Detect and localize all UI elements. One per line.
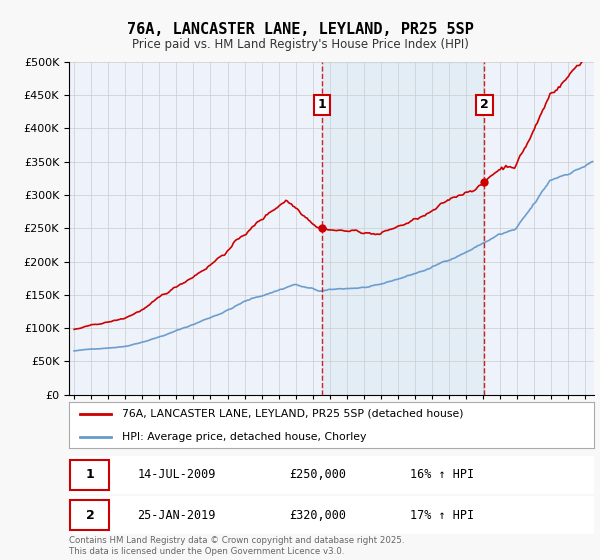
Text: 76A, LANCASTER LANE, LEYLAND, PR25 5SP: 76A, LANCASTER LANE, LEYLAND, PR25 5SP — [127, 22, 473, 38]
Text: Contains HM Land Registry data © Crown copyright and database right 2025.
This d: Contains HM Land Registry data © Crown c… — [69, 536, 404, 556]
Text: 76A, LANCASTER LANE, LEYLAND, PR25 5SP (detached house): 76A, LANCASTER LANE, LEYLAND, PR25 5SP (… — [121, 409, 463, 418]
Text: 1: 1 — [317, 99, 326, 111]
Text: £250,000: £250,000 — [290, 468, 347, 482]
Text: Price paid vs. HM Land Registry's House Price Index (HPI): Price paid vs. HM Land Registry's House … — [131, 38, 469, 50]
FancyBboxPatch shape — [70, 500, 109, 530]
Bar — [322, 62, 484, 395]
Text: HPI: Average price, detached house, Chorley: HPI: Average price, detached house, Chor… — [121, 432, 366, 441]
Text: 17% ↑ HPI: 17% ↑ HPI — [410, 508, 475, 522]
FancyBboxPatch shape — [70, 460, 109, 490]
Text: 2: 2 — [480, 99, 489, 111]
Text: £320,000: £320,000 — [290, 508, 347, 522]
Text: 16% ↑ HPI: 16% ↑ HPI — [410, 468, 475, 482]
Text: 2: 2 — [86, 508, 94, 522]
Text: 14-JUL-2009: 14-JUL-2009 — [137, 468, 215, 482]
Text: 1: 1 — [86, 468, 94, 482]
Text: 25-JAN-2019: 25-JAN-2019 — [137, 508, 215, 522]
